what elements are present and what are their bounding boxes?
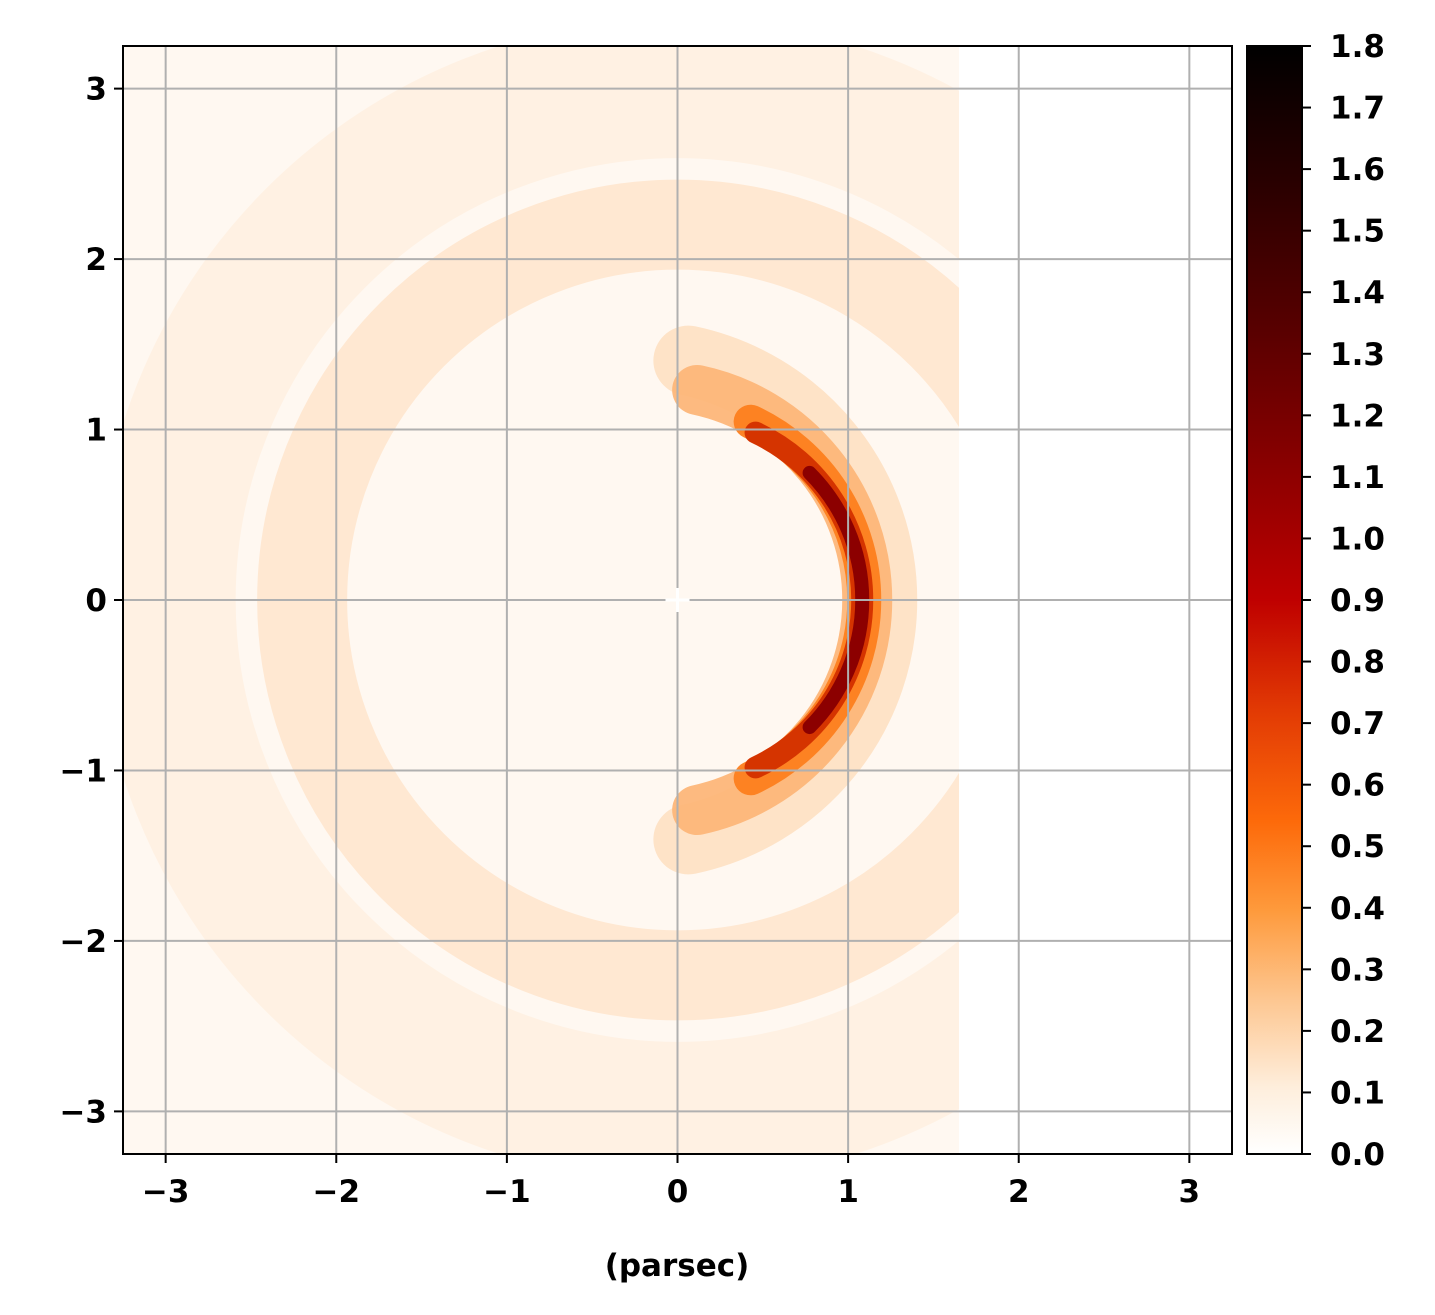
colorbar-gradient	[1246, 45, 1303, 1155]
colorbar-tick-label: 0.7	[1330, 706, 1385, 742]
y-tick-label: 2	[85, 242, 107, 278]
x-tick-label: 0	[667, 1174, 689, 1210]
x-tick-label: −3	[142, 1174, 190, 1210]
colorbar-tick-label: 0.1	[1330, 1075, 1385, 1111]
colorbar-tick-label: 0.5	[1330, 829, 1385, 865]
colorbar-tick-label: 1.6	[1330, 152, 1385, 188]
colorbar-tick-label: 1.7	[1330, 91, 1385, 127]
colorbar	[1246, 45, 1303, 1155]
y-tick-label: 0	[85, 583, 107, 619]
x-tick-label: −2	[312, 1174, 360, 1210]
colorbar-tick-label: 0.2	[1330, 1014, 1385, 1050]
colorbar-tick-label: 1.5	[1330, 214, 1385, 250]
colorbar-tick-label: 1.0	[1330, 521, 1385, 557]
y-tick-label: 3	[85, 72, 107, 108]
colorbar-tick-label: 1.1	[1330, 460, 1385, 496]
x-tick-label: 3	[1179, 1174, 1201, 1210]
colorbar-ticks: 0.0 0.1 0.2 0.3 0.4 0.5 0.6 0.7 0.8 0.9 1.0 1.1 1.2 1…	[1302, 29, 1385, 1173]
y-tick-label: −1	[59, 753, 107, 789]
colorbar-tick-label: 0.3	[1330, 952, 1385, 988]
x-axis: −3 −2 −1 0 1 2 3	[142, 1154, 1200, 1210]
x-tick-label: 1	[837, 1174, 859, 1210]
colorbar-tick-label: 0.0	[1330, 1137, 1385, 1173]
colorbar-tick-label: 1.2	[1330, 398, 1385, 434]
colorbar-tick-label: 1.4	[1330, 275, 1385, 311]
y-axis: −3 −2 −1 0 1 2 3	[59, 72, 123, 1130]
x-tick-label: 2	[1008, 1174, 1030, 1210]
x-tick-label: −1	[483, 1174, 531, 1210]
colorbar-tick-label: 1.8	[1330, 29, 1385, 65]
colorbar-tick-label: 0.8	[1330, 645, 1385, 681]
origin-marker-layer	[665, 588, 690, 612]
y-tick-label: −2	[59, 924, 107, 960]
y-tick-label: 1	[85, 413, 107, 449]
grid-lines	[123, 46, 1232, 1154]
colorbar-tick-label: 0.4	[1330, 891, 1385, 927]
colorbar-tick-label: 0.9	[1330, 583, 1385, 619]
colorbar-tick-label: 1.3	[1330, 337, 1385, 373]
y-tick-label: −3	[59, 1094, 107, 1130]
x-axis-label: (parsec)	[605, 1248, 750, 1284]
colorbar-tick-label: 0.6	[1330, 768, 1385, 804]
